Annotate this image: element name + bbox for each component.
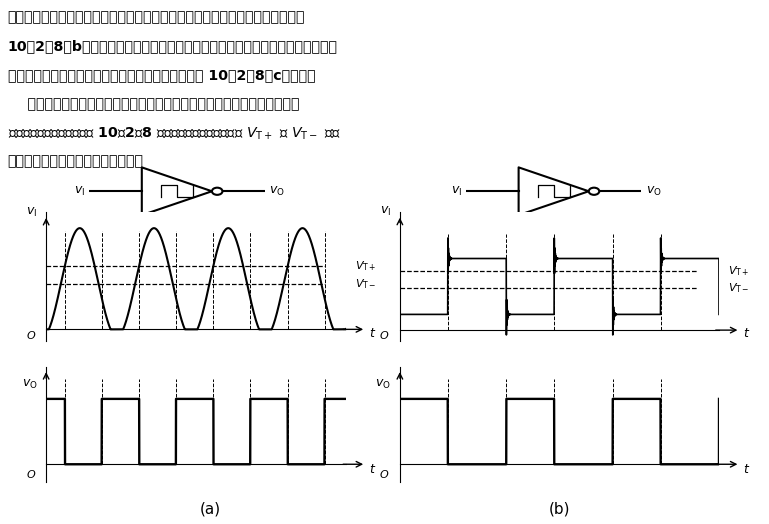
Text: $v_{\rm I}$: $v_{\rm I}$ [74, 185, 85, 198]
Text: $t$: $t$ [369, 326, 376, 340]
Text: 矩形脉冲信号上时，信号上将出现附加的噪声，如图 10．2．8（c）所示。: 矩形脉冲信号上时，信号上将出现附加的噪声，如图 10．2．8（c）所示。 [8, 68, 315, 82]
Text: $v_{\rm O}$: $v_{\rm O}$ [375, 377, 391, 390]
Text: $t$: $t$ [744, 327, 751, 340]
Text: $O$: $O$ [26, 329, 36, 341]
Text: $O$: $O$ [379, 468, 389, 480]
Text: 理想的矩形脉冲波形。由图 10．2．8 可见，只要施密特触发器的 $V_{\rm T+}$ 和 $V_{\rm T-}$ 设置: 理想的矩形脉冲波形。由图 10．2．8 可见，只要施密特触发器的 $V_{\rm… [8, 126, 341, 142]
Text: $v_{\rm O}$: $v_{\rm O}$ [646, 185, 661, 198]
Text: $V_{\rm T-}$: $V_{\rm T-}$ [355, 278, 376, 291]
Text: $v_{\rm I}$: $v_{\rm I}$ [380, 205, 391, 219]
Text: $v_{\rm O}$: $v_{\rm O}$ [269, 185, 285, 198]
Text: $v_{\rm I}$: $v_{\rm I}$ [451, 185, 461, 198]
Text: (a): (a) [199, 501, 221, 517]
Text: $V_{\rm T-}$: $V_{\rm T-}$ [728, 281, 750, 295]
Text: 无论出现上述的哪一种情况，都可以通过用施密特触发器整形而获得比较: 无论出现上述的哪一种情况，都可以通过用施密特触发器整形而获得比较 [8, 97, 299, 111]
Circle shape [212, 188, 222, 195]
Text: $v_{\rm I}$: $v_{\rm I}$ [26, 206, 38, 219]
Text: $O$: $O$ [379, 330, 389, 341]
Text: 阻抗与传输线的阻抗不匹配时，在波形的上升沿和下降沿将产生振荡现象，如图: 阻抗与传输线的阻抗不匹配时，在波形的上升沿和下降沿将产生振荡现象，如图 [8, 10, 305, 25]
Text: $v_{\rm O}$: $v_{\rm O}$ [22, 377, 38, 390]
Text: $O$: $O$ [26, 468, 36, 480]
Text: (b): (b) [549, 501, 570, 517]
Text: $t$: $t$ [744, 463, 751, 475]
Text: $V_{\rm T+}$: $V_{\rm T+}$ [728, 264, 750, 278]
Text: 10．2．8（b）所示。当其他脉冲信号通过导线间的分布电容或公共电源线叠加到: 10．2．8（b）所示。当其他脉冲信号通过导线间的分布电容或公共电源线叠加到 [8, 39, 338, 53]
Text: $t$: $t$ [369, 463, 376, 475]
Circle shape [589, 188, 599, 195]
Text: $V_{\rm T+}$: $V_{\rm T+}$ [355, 259, 376, 272]
Text: 得合适，均能收到满意的整形效果。: 得合适，均能收到满意的整形效果。 [8, 155, 144, 169]
